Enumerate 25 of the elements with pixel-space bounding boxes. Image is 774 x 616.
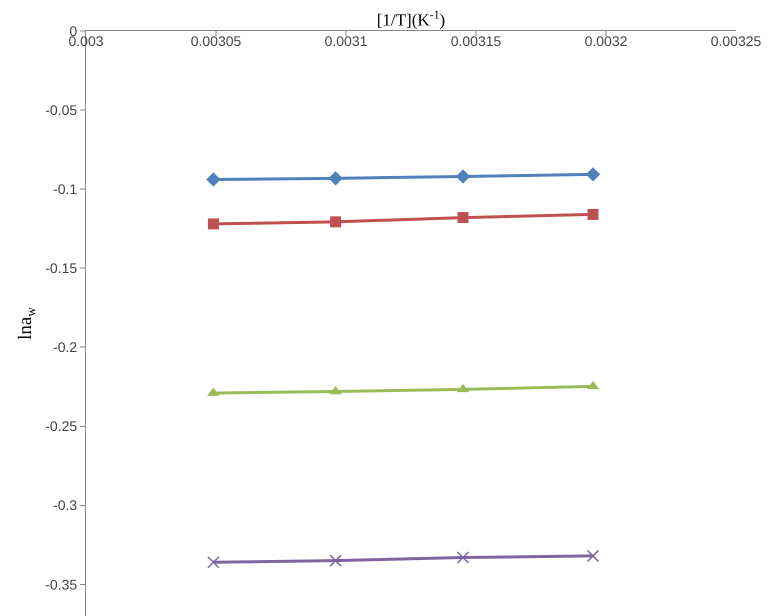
point — [458, 212, 468, 224]
point — [207, 556, 220, 568]
point — [208, 218, 219, 230]
point — [206, 172, 221, 187]
x-tick-label: 0.00305 — [190, 33, 242, 49]
point — [330, 216, 342, 228]
point — [588, 208, 598, 220]
x-tick-label: 0.0031 — [324, 33, 368, 49]
point — [586, 550, 600, 562]
x-axis-title: [1/T](K$^{-1}$) — [376, 7, 446, 30]
y-tick-label: -0.1 — [53, 181, 78, 198]
y-tick-label: -0.3 — [53, 497, 78, 514]
x-tick-label: 0.00315 — [450, 33, 502, 49]
point — [329, 554, 342, 567]
x-tick-label: 0.00325 — [710, 33, 762, 49]
y-tick-label: -0.35 — [45, 576, 78, 592]
point — [328, 171, 343, 186]
y-tick-label: -0.15 — [45, 260, 78, 276]
y-tick-label: -0.2 — [53, 339, 78, 356]
x-tick-label: 0.0032 — [584, 33, 628, 49]
point — [586, 167, 600, 182]
y-tick-label: -0.05 — [45, 102, 78, 118]
y-tick-label: -0.25 — [45, 418, 78, 434]
point — [456, 169, 470, 184]
point — [456, 551, 470, 564]
